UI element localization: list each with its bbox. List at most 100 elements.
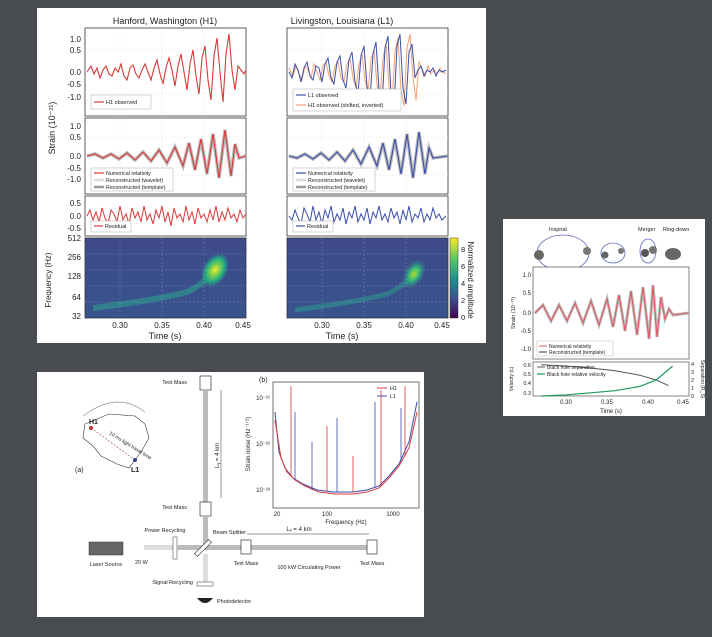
h1-residual-legend-text: Residual [105, 224, 126, 230]
map-h1-label: H1 [89, 419, 98, 426]
l1-observed-plot: L1 observed H1 observed (shifted, invert… [286, 27, 449, 117]
merger-numrel-line [534, 284, 690, 340]
l1-residual-line [288, 205, 447, 226]
row3-ytick: -0.5 [67, 224, 81, 233]
noise-xticks: 20 100 1000 [274, 512, 401, 518]
l1-observed-legend: L1 observed H1 observed (shifted, invert… [292, 88, 402, 112]
xtick-right: 0.30 [314, 321, 330, 330]
velocity-ytick: 0.6 [523, 363, 531, 369]
h1-observed-plot: H1 observed [84, 27, 247, 117]
l1-numrel-line [288, 131, 449, 179]
noise-ytick: 10⁻²¹ [256, 396, 270, 402]
colorbar-label: Normalized amplitude [466, 241, 475, 319]
row2-ytick: 0.0 [70, 152, 82, 161]
h1-numrel-legend-text: Numerical relativity [106, 171, 151, 177]
noise-ylabel: Strain noise (Hz⁻¹ᐟ²) [245, 417, 252, 471]
waveform-figure: Hanford, Washington (H1) Livingston, Lou… [37, 8, 486, 343]
lx-label: Lₓ = 4 km [286, 527, 311, 533]
l1-numrel-legend-text: Numerical relativity [308, 171, 353, 177]
far-test-mass-label: Test Mass [360, 561, 385, 567]
photodetector-label: Photodetector [217, 599, 251, 605]
velocity-ylabel: Velocity (c) [509, 366, 515, 391]
merger-xtick: 0.30 [560, 400, 572, 406]
noise-xtick: 1000 [386, 512, 400, 518]
row1-ytick: 0.5 [70, 46, 82, 55]
h1-observed-legend-text: H1 observed [106, 100, 137, 106]
h1-reconstructed-plot: Numerical relativity Reconstructed (wave… [84, 117, 247, 195]
strain-ylabel: Strain (10⁻²¹) [47, 102, 57, 155]
xtick-right: 0.40 [398, 321, 414, 330]
beam-splitter-label: Beam Splitter [213, 530, 246, 536]
velocity-ytick: 0.4 [523, 381, 531, 387]
l1-residual-legend-text: Residual [307, 224, 328, 230]
l1-spectrogram-grid [287, 238, 448, 318]
top-test-mass-label: Test Mass [162, 380, 187, 386]
h1-reconstructed-legend: Numerical relativity Reconstructed (wave… [90, 167, 174, 192]
velocity-ytick: 0.5 [523, 372, 531, 378]
photodetector-icon [197, 598, 213, 603]
mid-test-mass-label: Test Mass [162, 505, 187, 511]
l1-spectrogram [286, 237, 449, 319]
l1-chirp-peak [402, 259, 426, 289]
merger-legend-template: Reconstructed (template) [549, 350, 605, 356]
separation-yticks: 4 3 2 1 0 [691, 362, 694, 400]
lower-legend-separation: Black hole separation [547, 365, 595, 371]
h1-observed-line [86, 33, 247, 103]
h1-template-legend-text: Reconstructed (template) [106, 185, 166, 191]
interferometer: Test Mass Test Mass Lᵧ = 4 km Power Recy… [88, 375, 385, 605]
merger-ytick: 0.5 [523, 291, 532, 297]
h1-chirp-peak [201, 253, 229, 287]
freq-ytick: 128 [68, 272, 82, 281]
freq-ytick: 32 [72, 312, 81, 321]
detector-svg: H1 L1 10 ms light travel time (a) Test M… [75, 375, 420, 605]
h1-shifted-legend-text: H1 observed (shifted, inverted) [308, 103, 383, 109]
merger-legend: Numerical relativity Reconstructed (temp… [536, 340, 614, 357]
merger-label: Merger [638, 227, 656, 233]
row2-ytick: 1.0 [70, 122, 82, 131]
colorbar-tick: 6 [461, 262, 465, 271]
separation-ytick: 1 [691, 386, 694, 392]
laser-power-label: 20 W [135, 560, 149, 566]
waveform-xticks: 0.30 0.35 0.40 0.45 0.30 0.35 0.40 0.45 [112, 321, 450, 330]
h1-noise-curve [274, 411, 418, 495]
row2-ytick: -0.5 [67, 164, 81, 173]
noise-ytick: 10⁻²³ [256, 488, 270, 494]
panel-b-label: (b) [259, 377, 268, 384]
detector-figure: H1 L1 10 ms light travel time (a) Test M… [37, 372, 424, 617]
merger-xtick: 0.45 [677, 400, 689, 406]
waveform-svg: Hanford, Washington (H1) Livingston, Lou… [44, 16, 475, 341]
merger-ytick: -1.0 [521, 347, 532, 353]
h1-residual-plot: Residual [84, 195, 247, 237]
l1-observed-line [288, 33, 447, 109]
l1-reconstructed-plot: Numerical relativity Reconstructed (wave… [286, 117, 449, 195]
merger-ytick: -0.5 [521, 329, 532, 335]
separation-ytick: 0 [691, 394, 694, 400]
lower-legend: Black hole separation Black hole relativ… [537, 365, 606, 378]
h1-spectrogram-grid [85, 238, 246, 318]
separation-ylabel: Separation (R_S) [699, 360, 705, 399]
merger-xtick: 0.35 [601, 400, 613, 406]
row1-ytick: 0.0 [70, 68, 82, 77]
velocity-ytick: 0.3 [523, 391, 531, 397]
panel-a-label: (a) [75, 467, 84, 474]
row1-ytick: -1.0 [67, 93, 81, 102]
l1-title: Livingston, Louisiana (L1) [291, 16, 394, 26]
power-recycling-label: Power Recycling [145, 528, 186, 534]
h1-wavelet-legend-text: Reconstructed (wavelet) [106, 178, 163, 184]
h1-spectrogram [84, 237, 247, 319]
merger-xlabel: Time (s) [600, 409, 622, 415]
xtick-right: 0.35 [356, 321, 372, 330]
waveform-xlabel-right: Time (s) [326, 331, 359, 341]
noise-xlabel: Frequency (Hz) [325, 520, 366, 526]
h1-residual-line [86, 205, 247, 227]
signal-recycling-label: Signal Recycling [152, 580, 193, 586]
h1-residual-legend: Residual [90, 220, 132, 233]
velocity-line [541, 365, 673, 397]
inspiral-illustration [534, 234, 681, 272]
noise-xtick: 20 [274, 512, 281, 518]
freq-ytick: 512 [68, 234, 82, 243]
noise-xtick: 100 [322, 512, 333, 518]
merger-yticks: 1.0 0.5 0.0 -0.5 -1.0 [521, 273, 532, 353]
separation-ytick: 4 [691, 362, 694, 368]
l1-reconstructed-legend: Numerical relativity Reconstructed (wave… [292, 167, 376, 192]
